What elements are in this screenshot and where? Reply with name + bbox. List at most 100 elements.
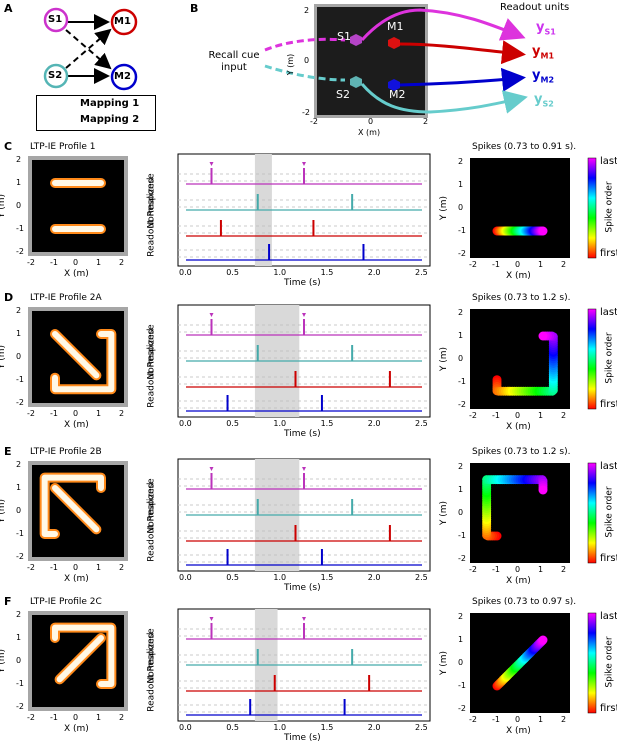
b-env-m2-label: M2	[389, 88, 406, 101]
resp-xtick-1: 0.5	[226, 419, 239, 428]
resp-xtick-0: 0.0	[179, 268, 192, 277]
ltp-map-xtick-1: -1	[50, 563, 58, 572]
resp-xtick-4: 2.0	[367, 573, 381, 582]
resp-xtick-3: 1.5	[320, 419, 334, 428]
colorbar-label: Spike order	[604, 181, 615, 233]
ltp-map-frame	[28, 156, 128, 256]
spike-map-ytick-4: 2	[458, 612, 464, 621]
colorbar	[587, 612, 597, 714]
ltp-map-ytick-4: 2	[16, 306, 22, 315]
ltp-map-xtick-4: 2	[119, 258, 125, 267]
ltp-map	[50, 329, 117, 395]
ltp-map-xtick-2: 0	[73, 563, 79, 572]
b-arrow-s2	[360, 83, 528, 114]
resp-xtick-3: 1.5	[320, 573, 334, 582]
ltp-map-xtick-2: 0	[73, 258, 79, 267]
colorbar-top-label: last	[600, 307, 617, 318]
spike-map-xtick-3: 1	[538, 715, 544, 724]
ltp-trace	[52, 485, 100, 533]
spike-map-xtick-3: 1	[538, 565, 544, 574]
response-plot	[177, 153, 431, 267]
spike-map-ytick-4: 2	[458, 462, 464, 471]
spike-map-xlabel: X (m)	[506, 422, 531, 432]
ltp-map-ylabel: Y (m)	[0, 193, 8, 218]
b-xtick-2: 2	[423, 117, 429, 126]
ltp-map-ytick-3: 1	[16, 633, 22, 642]
colorbar-gradient	[587, 308, 597, 410]
spike-dot	[538, 635, 548, 645]
ltp-map-xtick-0: -2	[27, 258, 35, 267]
resp-xtick-2: 1.0	[273, 268, 287, 277]
ltp-trace	[56, 635, 104, 683]
spike-map-xtick-1: -1	[492, 715, 500, 724]
b-xtick-0: -2	[310, 117, 318, 126]
colorbar-bottom-label: first	[600, 553, 617, 564]
spike-map-ytick-3: 1	[458, 180, 464, 189]
resp-xtick-4: 2.0	[367, 419, 381, 428]
ltp-map-ytick-4: 2	[16, 155, 22, 164]
b-m1-hexagon	[388, 37, 400, 49]
spike-map-xlabel: X (m)	[506, 726, 531, 736]
colorbar	[587, 157, 597, 259]
b-readout-ys2: yS2	[534, 92, 554, 109]
ltp-map-ytick-2: 0	[16, 201, 22, 210]
colorbar	[587, 462, 597, 564]
b-s2-hexagon	[350, 76, 362, 88]
ltp-map	[39, 472, 106, 539]
a-node-m2-label: M2	[114, 71, 131, 82]
resp-xtick-5: 2.5	[415, 268, 428, 277]
spike-map-ytick-3: 1	[458, 331, 464, 340]
resp-ylabel-2: Readout Response	[146, 324, 157, 408]
a-legend-dashed-label: Mapping 2	[80, 114, 140, 125]
peak-marker	[302, 617, 306, 621]
resp-xtick-1: 0.5	[226, 723, 239, 732]
ltp-map-xlabel: X (m)	[64, 420, 89, 430]
b-arrow-m1	[399, 40, 526, 65]
spike-map-xtick-1: -1	[492, 260, 500, 269]
spike-map-ytick-0: -2	[458, 554, 466, 563]
ltp-trace	[52, 331, 115, 393]
profile-title: LTP-IE Profile 1	[30, 142, 96, 152]
spike-map-ylabel: Y (m)	[439, 346, 450, 372]
spike-map-ytick-1: -1	[458, 681, 466, 690]
ltp-map-xtick-1: -1	[50, 409, 58, 418]
b-ytick-0: 2	[304, 6, 310, 15]
resp-xtick-5: 2.5	[415, 573, 428, 582]
resp-xtick-0: 0.0	[179, 723, 192, 732]
resp-xtick-3: 1.5	[320, 268, 334, 277]
panel-letter-a: A	[4, 2, 13, 15]
panel-letter-b: B	[190, 2, 199, 15]
ltp-map-ytick-3: 1	[16, 329, 22, 338]
ltp-map-ytick-1: -1	[16, 679, 24, 688]
spike-map-ytick-0: -2	[458, 400, 466, 409]
a-node-s2-circle	[43, 63, 69, 89]
profile-title: LTP-IE Profile 2B	[30, 447, 102, 457]
panel-letter-d: D	[4, 291, 14, 304]
a-legend-solid-label: Mapping 1	[80, 98, 140, 109]
spike-dot	[538, 226, 548, 236]
b-xlabel: X (m)	[358, 128, 381, 137]
ltp-map-ytick-3: 1	[16, 178, 22, 187]
ltp-trace	[52, 331, 100, 379]
colorbar-gradient	[587, 462, 597, 564]
b-cue-dashed-s1	[264, 37, 346, 52]
b-env-s2-label: S2	[336, 88, 350, 101]
resp-xtick-5: 2.5	[415, 419, 428, 428]
b-recall-cue-label: Recall cue input	[208, 50, 260, 73]
ltp-map-xlabel: X (m)	[64, 724, 89, 734]
b-environment	[314, 4, 428, 118]
response-plot	[177, 458, 431, 572]
panel-a-legend	[36, 95, 156, 131]
a-node-m1-circle	[110, 8, 138, 36]
ltp-map-xtick-3: 1	[96, 563, 102, 572]
spike-map-frame	[470, 158, 570, 258]
colorbar	[587, 308, 597, 410]
ltp-map-ytick-4: 2	[16, 460, 22, 469]
ltp-map-xtick-0: -2	[27, 409, 35, 418]
panel-letter-f: F	[4, 595, 12, 608]
colorbar-top-label: last	[600, 611, 617, 622]
a-node-m2-circle	[110, 63, 138, 91]
spikes-title: Spikes (0.73 to 0.91 s).	[472, 142, 577, 152]
spike-dot	[538, 331, 548, 341]
peak-marker	[209, 617, 214, 621]
